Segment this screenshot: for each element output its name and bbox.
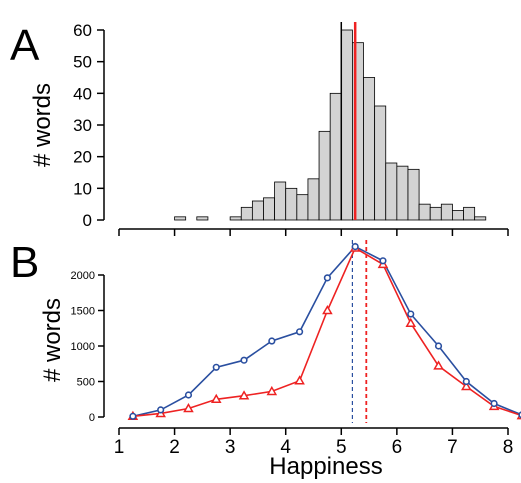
histogram-bar xyxy=(452,210,464,221)
series-point-circle xyxy=(407,310,415,318)
panel-b-x-tick-label: 7 xyxy=(447,437,458,458)
histogram-bar xyxy=(474,216,487,221)
panel-a-letter: A xyxy=(10,21,40,70)
histogram-bar xyxy=(251,200,264,221)
panel-b-y-tick-label: 500 xyxy=(77,377,95,389)
histogram-bar xyxy=(407,168,420,221)
series-point-circle xyxy=(157,406,165,414)
series-point-triangle xyxy=(266,385,278,396)
histogram-bar xyxy=(240,206,253,221)
panel-b-x-tick-label: 4 xyxy=(280,437,291,458)
series-point-triangle xyxy=(210,393,222,403)
panel-a-y-tick-label: 30 xyxy=(73,116,92,135)
histogram-bar xyxy=(229,216,242,221)
series-point-circle xyxy=(490,399,498,408)
panel-b-x-tick-label: 8 xyxy=(503,437,514,458)
series-point-circle xyxy=(323,274,331,282)
panel-a-y-tick-label: 0 xyxy=(83,211,92,230)
panel-b-y-tick-label: 2000 xyxy=(71,270,95,282)
series-point-circle xyxy=(462,377,470,386)
panel-b-x-axis-label: Happiness xyxy=(269,453,382,480)
histogram-bar xyxy=(285,187,298,221)
series-point-triangle xyxy=(433,360,444,370)
histogram-bar xyxy=(429,206,442,221)
panel-a-y-axis-label: # words xyxy=(29,83,56,167)
panel-b-x-tick-label: 5 xyxy=(336,437,347,458)
histogram-bar xyxy=(396,165,409,221)
series-point-circle xyxy=(212,363,220,371)
panel-b-letter: B xyxy=(10,238,39,287)
histogram-bar xyxy=(307,178,320,221)
series-point-circle xyxy=(129,412,137,420)
histogram-bar xyxy=(274,181,287,221)
series-point-circle xyxy=(434,342,443,350)
series-point-triangle xyxy=(238,390,250,400)
series-point-circle xyxy=(268,337,276,345)
series-point-triangle xyxy=(461,380,472,391)
histogram-bar xyxy=(340,29,353,221)
histogram-bar xyxy=(374,105,387,221)
series-point-triangle xyxy=(183,402,194,413)
series-line-blue xyxy=(132,245,521,418)
panel-a-histogram: A # words 0 10 20 30 40 50 60 xyxy=(10,21,509,236)
histogram-bar xyxy=(329,92,342,221)
series-point-circle xyxy=(184,391,193,399)
panel-b-x-tick-label: 2 xyxy=(169,437,180,458)
panel-a-y-tick-label: 10 xyxy=(73,179,92,198)
panel-b-x-tick-label: 1 xyxy=(114,437,125,458)
series-point-triangle xyxy=(322,304,333,315)
series-point-triangle xyxy=(405,317,417,328)
histogram-bar xyxy=(296,194,309,221)
panel-a-y-tick-label: 40 xyxy=(73,84,92,103)
series-line-red xyxy=(132,246,521,418)
series-point-circle xyxy=(240,356,248,364)
panel-a-y-tick-label: 50 xyxy=(73,53,92,72)
series-point-circle xyxy=(296,328,304,336)
panel-b-y-tick-label: 1500 xyxy=(71,306,95,318)
panel-b-x-tick-label: 3 xyxy=(225,437,236,458)
panel-b-x-tick-label: 6 xyxy=(392,437,403,458)
histogram-bar xyxy=(263,197,276,221)
panel-b-y-tick-label: 1000 xyxy=(71,341,95,353)
histogram-bar xyxy=(363,77,376,221)
histogram-bar xyxy=(418,203,431,221)
histogram-bar xyxy=(174,216,187,221)
histogram-bar xyxy=(385,162,398,221)
series-point-circle xyxy=(379,257,387,265)
histogram-bar xyxy=(196,216,209,221)
histogram-bar xyxy=(463,206,476,221)
histogram-bar xyxy=(318,130,331,221)
panel-a-y-tick-label: 60 xyxy=(73,21,92,40)
panel-b-y-tick-label: 0 xyxy=(89,412,95,424)
histogram-bar xyxy=(440,203,453,221)
series-point-triangle xyxy=(294,375,305,385)
panel-b-y-axis-label: # words xyxy=(39,298,66,382)
panel-a-y-tick-label: 20 xyxy=(73,148,92,167)
panel-b-line-chart: B # words 0 500 1000 1500 2000 1 2 3 4 5 6 7 8 Happi… xyxy=(10,238,521,480)
series-point-circle xyxy=(351,243,359,251)
